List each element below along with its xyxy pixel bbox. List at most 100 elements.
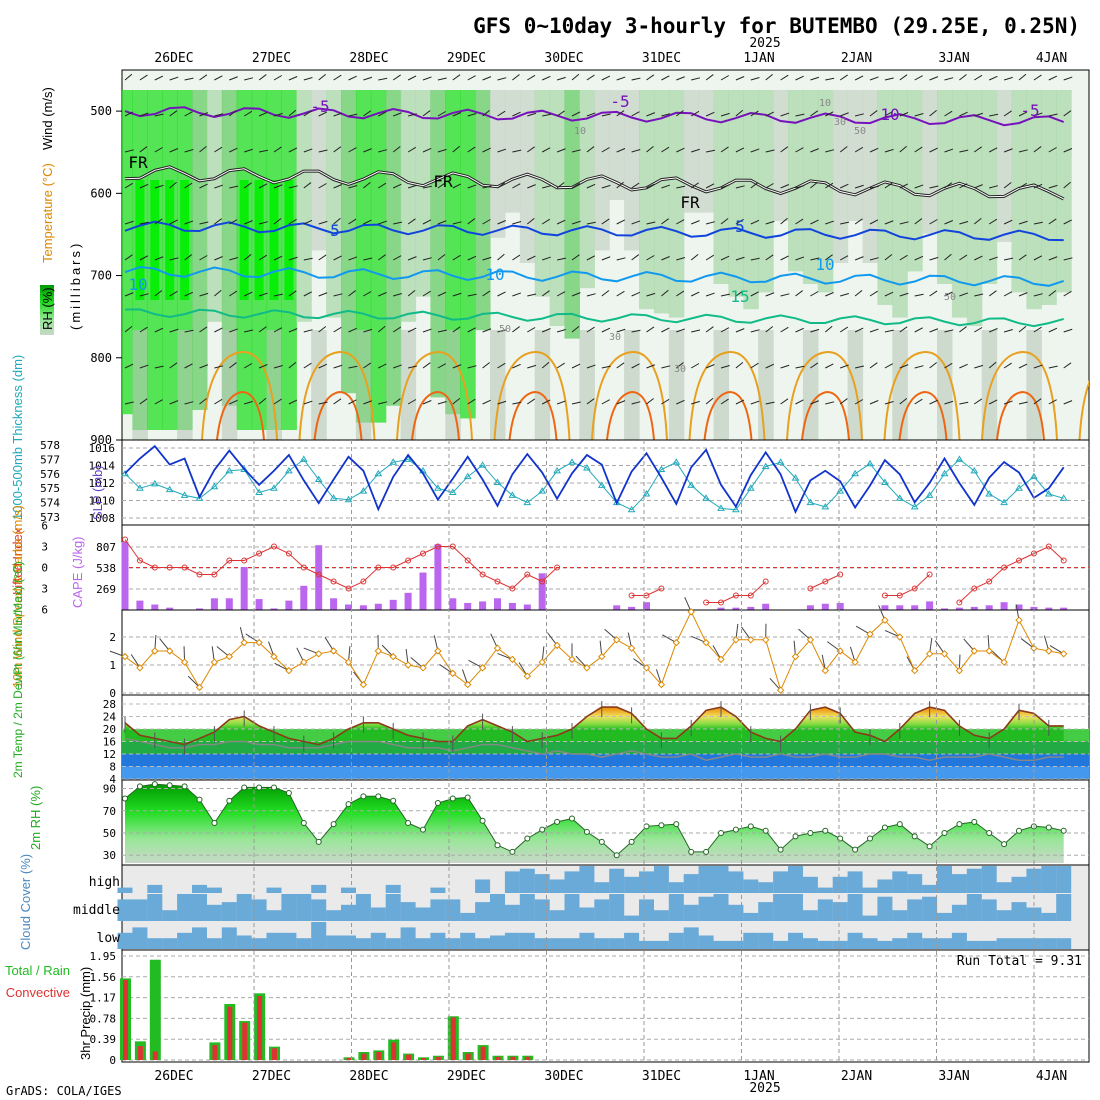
cloud-bar (251, 899, 267, 921)
cloud-bar (788, 932, 803, 949)
rh-line (124, 783, 1064, 856)
precip-convective-bar (242, 1022, 248, 1060)
cape-bar (136, 600, 144, 610)
rh-column (400, 90, 417, 322)
li-point (881, 592, 888, 599)
cloud-bar (713, 866, 729, 893)
wind-barb (720, 398, 729, 405)
wind-barb (273, 184, 283, 189)
wind-barb (646, 74, 655, 81)
rh-point (122, 795, 128, 802)
cloud-bar (206, 904, 222, 921)
cloud-bar (475, 902, 491, 921)
cloud-bar (937, 866, 952, 893)
wind-barb (974, 146, 982, 153)
wind-barb (318, 220, 328, 225)
thickness-point (150, 479, 159, 487)
cloud-bar (415, 938, 431, 949)
wind-barb (661, 75, 670, 81)
wind-barb (690, 291, 700, 297)
wind-speed-point (300, 658, 308, 666)
wind-barb (169, 181, 177, 189)
wind-barb (303, 148, 313, 153)
cape-bar (821, 603, 829, 610)
wind-barb (854, 75, 864, 81)
rh-lower-column (400, 330, 417, 440)
thickness-tick-label: 577 (40, 453, 60, 466)
rh-column (773, 90, 789, 221)
wind-barb (393, 364, 402, 369)
cloud-panel: high middle low Cloud Cover (%) (18, 854, 1090, 951)
thickness-point (359, 487, 368, 494)
rh-area (125, 784, 1064, 863)
slp-grid (122, 447, 1089, 519)
contour-label: 50 (499, 324, 511, 335)
cloud-bar (922, 938, 938, 949)
wind-barb (363, 76, 373, 81)
wind-barb (616, 148, 626, 153)
wind-barb (1033, 221, 1043, 225)
wind-speed-point (210, 658, 219, 666)
wind-barb (244, 400, 253, 405)
wind-speed-line (121, 608, 1068, 694)
li-point (285, 550, 292, 557)
wind-speed-point (136, 664, 144, 672)
cloud-bar (758, 902, 774, 921)
wind-barb (124, 254, 133, 261)
wind-barb (929, 185, 939, 189)
cape-bar (464, 602, 472, 610)
rh-point (434, 800, 441, 806)
wind-barb (139, 326, 148, 333)
cloud-bar (490, 935, 505, 949)
cloud-bar (966, 940, 982, 949)
wind-speed-point (970, 647, 979, 655)
li-point (732, 592, 739, 599)
li-line (631, 588, 662, 596)
bottom-date-label: 27DEC (252, 1069, 291, 1084)
wind-barb (184, 254, 193, 261)
wind-barb (512, 326, 520, 333)
wind-barb (661, 398, 670, 405)
wind-barb (363, 257, 373, 261)
wind-barb (720, 365, 730, 369)
wind-barb (1003, 219, 1013, 225)
wind-barb (661, 113, 671, 117)
li-point (241, 557, 248, 564)
rh-point (166, 782, 173, 789)
li-point (405, 557, 412, 564)
pressure-tick-label: 900 (90, 433, 112, 447)
wind-barb (884, 401, 894, 405)
wind-barb (273, 327, 283, 333)
rh-point (911, 833, 918, 840)
wind-barb (1063, 328, 1073, 333)
wind-barb (214, 146, 223, 153)
li-point (166, 564, 173, 571)
wind-barb (571, 363, 581, 369)
wind-barb (184, 363, 193, 369)
wind-barb (765, 292, 775, 297)
isotherm-line (124, 220, 1064, 242)
wind-speed-point (165, 647, 174, 655)
wind-barb (333, 293, 343, 297)
cloud-bar (549, 879, 565, 893)
top-date-label: 1JAN (743, 51, 774, 66)
wind-barb (333, 398, 342, 405)
wind-barb (497, 182, 506, 189)
thickness-tick-label: 578 (40, 439, 60, 452)
cloud-bar (564, 938, 580, 949)
cloud-bar (996, 938, 1012, 949)
cape-bar (643, 602, 650, 610)
cape-bar (151, 604, 159, 610)
wind-barb (750, 362, 759, 369)
cloud-bar (892, 938, 908, 949)
wind-barb (988, 147, 998, 153)
thickness-point (255, 488, 263, 496)
cloud-bar (862, 938, 878, 949)
wind-barb (348, 113, 358, 117)
wind-barb (437, 77, 447, 81)
wind-barb (556, 400, 566, 405)
li-point (1016, 557, 1022, 564)
cloud-bar (490, 894, 505, 921)
rh-column (892, 90, 908, 318)
contour-label: 10 (880, 105, 899, 124)
